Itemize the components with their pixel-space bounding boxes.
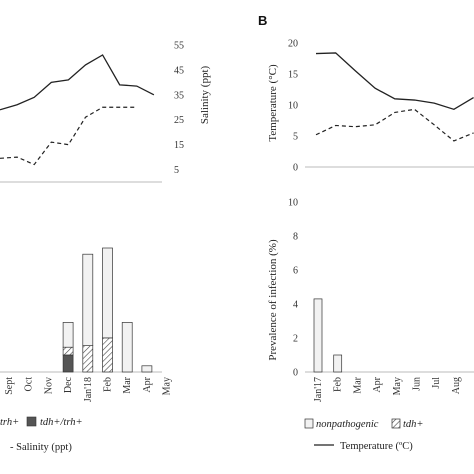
x-tick-label: Mar: [122, 376, 133, 393]
y-tick-label: 55: [174, 41, 184, 52]
legend-swatch-tdh: [391, 418, 401, 429]
y-tick-label: 45: [174, 65, 184, 76]
bar-segment-light: [62, 322, 74, 348]
x-tick-label: Aug: [451, 377, 462, 394]
y-tick-label: 2: [293, 334, 298, 345]
x-tick-label: Nov: [43, 377, 54, 394]
y-tick-label: 6: [293, 266, 298, 277]
x-tick-label: Apr: [372, 376, 383, 392]
legend-swatch-nonpathogenic: [304, 418, 314, 429]
y-tick-label: 25: [174, 115, 184, 126]
bar-segment-hatched: [62, 346, 74, 356]
x-tick-label: Mar: [352, 376, 363, 393]
bar-segment-light: [141, 365, 153, 373]
y-tick-label: 10: [288, 198, 298, 209]
x-tick-label: Feb: [103, 377, 114, 392]
legend-label-salinity: - Salinity (ppt): [10, 442, 72, 453]
bottom-left-bar-chart: Sept Oct Nov Dec Jan'18 Feb Mar Apr May: [0, 247, 173, 402]
bar: [333, 354, 343, 373]
legend-label-tdh-trh: tdh+/trh+: [40, 417, 83, 428]
legend-left: trh+ tdh+/trh+ - Salinity (ppt): [0, 416, 83, 453]
x-tick-label: May: [162, 377, 173, 395]
y-tick-label: 4: [293, 300, 298, 311]
x-tick-label: Apr: [142, 376, 153, 392]
series-line-dashed: [0, 106, 137, 166]
y-tick-label: 15: [174, 140, 184, 151]
panel-label-b: B: [258, 13, 267, 28]
y-axis-label-prevalence: Prevalence of infection (%): [267, 239, 279, 361]
bar-segment-light: [102, 247, 113, 339]
legend-swatch-dark: [26, 416, 37, 427]
legend-label-temperature: Temperature (ºC): [340, 441, 413, 452]
legend-right: nonpathogenic tdh+ Temperature (ºC): [304, 418, 424, 452]
top-right-temperature-chart: 20 15 10 5 0 Temperature (°C): [267, 39, 474, 174]
series-line-solid: [315, 52, 474, 111]
x-tick-label: Feb: [333, 377, 344, 392]
bar-segment-hatched: [102, 337, 113, 373]
x-tick-label: Oct: [24, 377, 35, 392]
bar-segment-dark: [62, 354, 74, 373]
bottom-right-prevalence-chart: 10 8 6 4 2 0 Jan'17 Feb Mar Apr May Jun Jul Aug Prev…: [267, 198, 474, 402]
x-tick-label: Jun: [412, 377, 423, 391]
x-tick-label: May: [392, 377, 403, 395]
x-tick-label: Dec: [63, 376, 74, 393]
y-axis-label-temperature: Temperature (°C): [267, 64, 279, 142]
legend-label-nonpathogenic: nonpathogenic: [316, 419, 379, 430]
legend-label-tdh: tdh+: [403, 419, 424, 430]
y-tick-label: 15: [288, 70, 298, 81]
bar-segment-hatched: [82, 345, 94, 373]
legend-label-trh: trh+: [0, 417, 19, 428]
top-left-salinity-chart: 55 45 35 25 15 5 Salinity (ppt): [0, 41, 211, 183]
x-tick-label: Jul: [431, 377, 442, 389]
y-tick-label: 20: [288, 39, 298, 50]
bar-segment-light: [82, 253, 94, 346]
x-tick-label: Jan'17: [313, 377, 324, 402]
y-tick-label: 0: [293, 163, 298, 174]
x-tick-label: Jan'18: [83, 377, 94, 402]
x-tick-label: Sept: [4, 377, 15, 395]
y-tick-label: 35: [174, 90, 184, 101]
series-line-dashed: [315, 108, 474, 142]
y-axis-label-salinity: Salinity (ppt): [199, 65, 211, 124]
y-tick-label: 5: [174, 165, 179, 176]
series-line-solid: [0, 54, 155, 111]
bar: [313, 298, 323, 373]
bar-segment-light: [121, 322, 133, 373]
y-tick-label: 8: [293, 232, 298, 243]
y-tick-label: 5: [293, 132, 298, 143]
y-tick-label: 0: [293, 368, 298, 379]
y-tick-label: 10: [288, 101, 298, 112]
